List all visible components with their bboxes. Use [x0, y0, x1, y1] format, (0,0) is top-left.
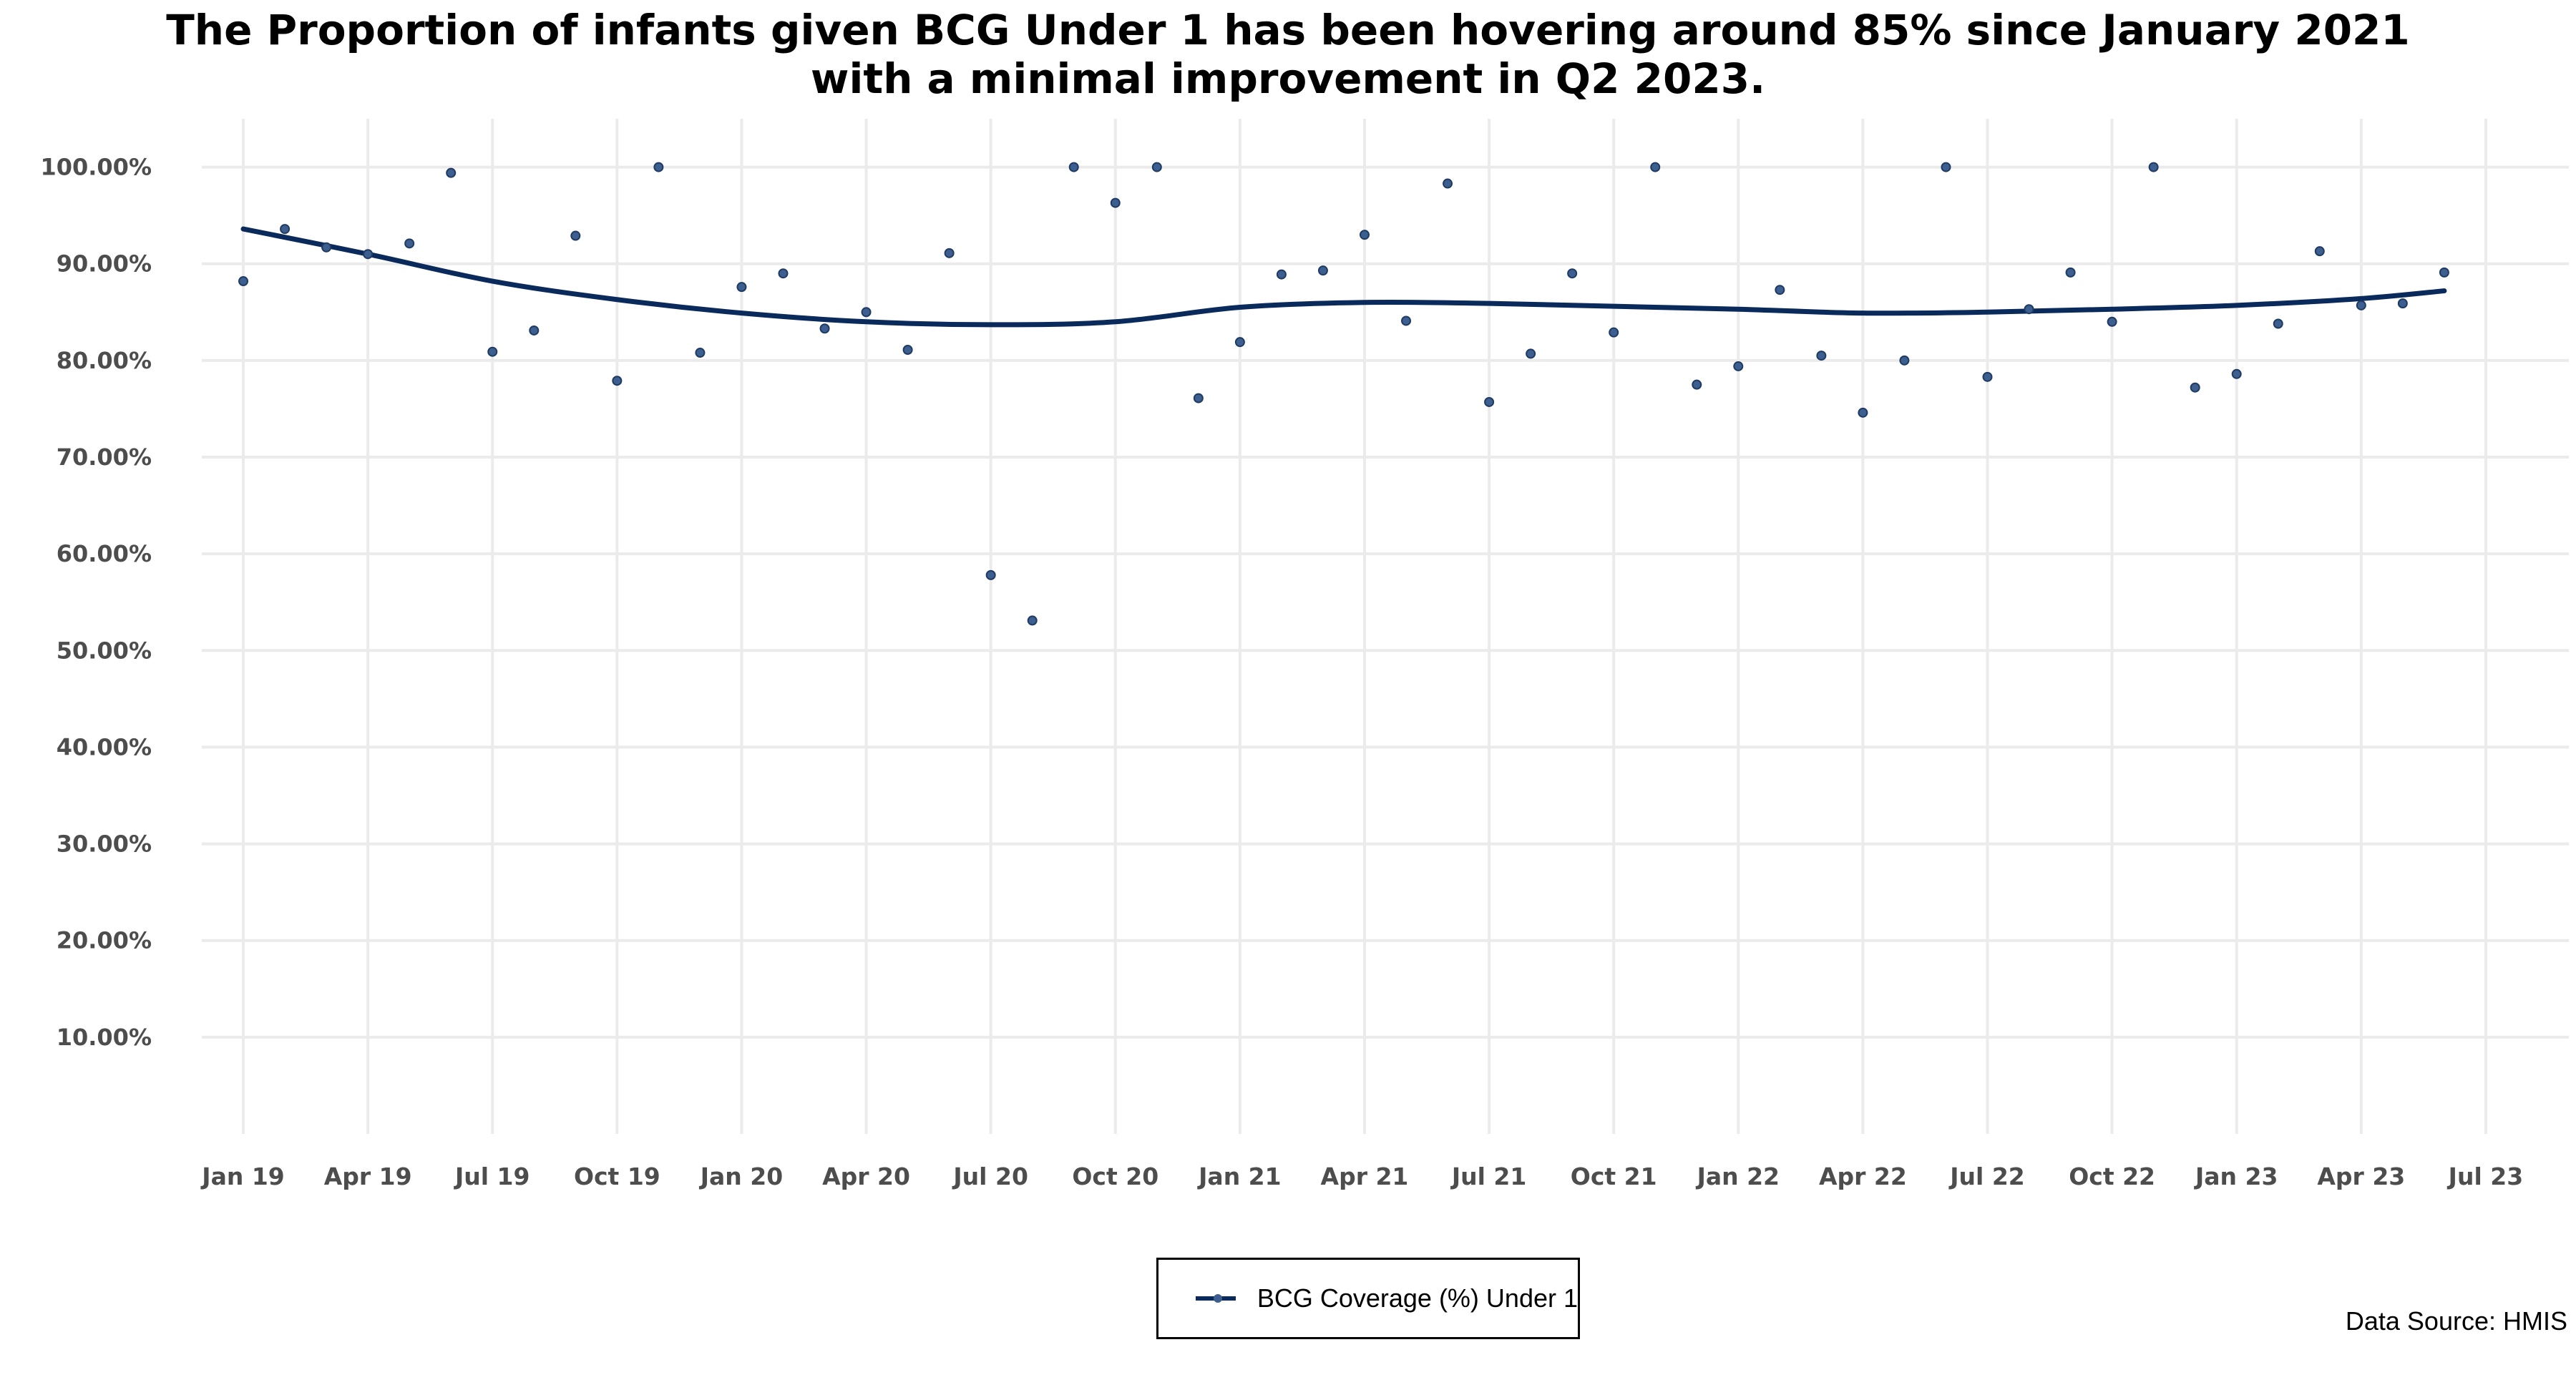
y-tick-label: 100.00%: [40, 154, 152, 181]
data-point: [1317, 265, 1328, 276]
data-point: [2314, 246, 2325, 257]
data-point: [1276, 269, 1287, 280]
data-point: [778, 268, 789, 279]
data-point: [487, 346, 498, 357]
data-point: [1027, 615, 1038, 626]
data-point: [2397, 298, 2408, 309]
data-point: [280, 224, 291, 235]
y-tick-label: 60.00%: [57, 540, 152, 567]
data-point: [1982, 371, 1993, 382]
x-tick-label: Oct 19: [574, 1162, 660, 1190]
x-tick-label: Oct 21: [1571, 1162, 1657, 1190]
data-point: [570, 230, 581, 241]
axis-labels: 10.00% 20.00% 30.00% 40.00% 50.00% 60.00% 70.0…: [40, 154, 2523, 1190]
data-point: [2107, 316, 2117, 327]
data-point: [1234, 337, 1245, 348]
data-point: [529, 325, 540, 336]
data-point: [321, 242, 332, 253]
y-tick-label: 30.00%: [57, 831, 152, 858]
x-tick-label: Jan 21: [1197, 1162, 1281, 1190]
legend-key-line: [1196, 1294, 1236, 1303]
data-point: [1567, 268, 1578, 279]
data-point: [944, 248, 955, 258]
data-point: [902, 344, 913, 355]
x-tick-label: Jan 22: [1696, 1162, 1780, 1190]
data-point: [1858, 407, 1868, 418]
y-tick-label: 50.00%: [57, 637, 152, 664]
data-point: [1650, 162, 1661, 172]
data-point: [695, 348, 706, 358]
y-tick-label: 20.00%: [57, 927, 152, 954]
legend: BCG Coverage (%) Under 1: [1156, 1258, 1580, 1339]
data-point: [2190, 382, 2200, 393]
y-tick-label: 90.00%: [57, 250, 152, 278]
chart-title: The Proportion of infants given BCG Unde…: [0, 6, 2576, 103]
data-point: [2356, 300, 2366, 310]
grid-layer: [202, 119, 2569, 1134]
data-point: [446, 167, 457, 178]
data-point: [1193, 393, 1204, 403]
data-point: [819, 323, 830, 334]
y-tick-label: 70.00%: [57, 444, 152, 471]
data-point: [2231, 368, 2242, 379]
data-point: [2024, 304, 2034, 315]
data-source-note: Data Source: HMIS: [2345, 1306, 2567, 1336]
x-tick-label: Oct 20: [1072, 1162, 1158, 1190]
x-tick-label: Jul 20: [952, 1162, 1028, 1190]
data-point: [1816, 351, 1827, 361]
data-point: [653, 162, 664, 172]
data-point: [736, 282, 747, 293]
x-tick-label: Jul 21: [1450, 1162, 1527, 1190]
y-tick-label: 10.00%: [57, 1024, 152, 1051]
data-point: [1359, 230, 1370, 240]
data-point: [1692, 379, 1702, 390]
data-point: [2065, 267, 2076, 278]
data-point: [1733, 361, 1744, 371]
data-point: [1941, 162, 1951, 172]
data-point: [1526, 348, 1536, 359]
legend-key-dot: [1214, 1294, 1222, 1303]
x-tick-label: Jan 20: [699, 1162, 783, 1190]
data-point: [1609, 327, 1619, 338]
x-tick-label: Jan 19: [200, 1162, 284, 1190]
x-tick-label: Apr 22: [1819, 1162, 1907, 1190]
y-tick-label: 40.00%: [57, 733, 152, 760]
x-tick-label: Jul 19: [454, 1162, 530, 1190]
data-point: [612, 376, 623, 386]
data-point: [1484, 396, 1495, 407]
x-tick-label: Apr 20: [822, 1162, 910, 1190]
data-point: [1401, 315, 1412, 326]
data-point: [2148, 162, 2159, 172]
x-tick-label: Apr 23: [2317, 1162, 2405, 1190]
data-point: [1899, 355, 1910, 366]
data-point: [404, 238, 415, 249]
legend-label: BCG Coverage (%) Under 1: [1257, 1283, 1578, 1313]
data-point: [1110, 197, 1121, 208]
data-point: [1775, 285, 1785, 295]
data-points: [238, 162, 2449, 626]
data-point: [985, 569, 996, 580]
trend-line: [240, 226, 2447, 328]
data-point: [861, 307, 872, 318]
x-tick-label: Apr 21: [1321, 1162, 1409, 1190]
data-point: [1151, 162, 1162, 172]
x-tick-label: Apr 19: [324, 1162, 412, 1190]
x-tick-label: Jul 22: [1948, 1162, 2025, 1190]
chart-title-line-1: The Proportion of infants given BCG Unde…: [166, 6, 2410, 54]
data-point: [1068, 162, 1079, 172]
data-point: [238, 276, 249, 287]
x-tick-label: Jul 23: [2447, 1162, 2524, 1190]
y-tick-label: 80.00%: [57, 347, 152, 374]
data-point: [363, 249, 374, 260]
x-tick-label: Oct 22: [2069, 1162, 2155, 1190]
chart-title-line-2: with a minimal improvement in Q2 2023.: [810, 54, 1766, 103]
data-point: [2439, 267, 2449, 278]
x-tick-label: Jan 23: [2194, 1162, 2278, 1190]
data-point: [1443, 178, 1453, 189]
data-point: [2273, 318, 2283, 329]
